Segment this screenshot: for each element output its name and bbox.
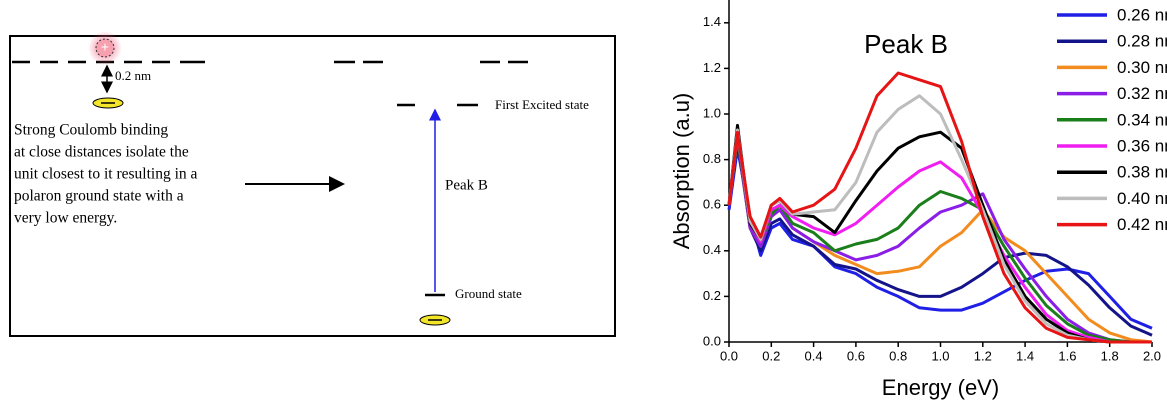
plus-sign: +	[101, 39, 109, 55]
y-tick-label: 0.2	[703, 288, 721, 303]
y-tick-label: 0.0	[703, 333, 721, 348]
x-tick-label: 1.6	[1058, 348, 1076, 363]
energy-levels	[12, 60, 528, 297]
legend-label: 0.28 nm	[1117, 32, 1167, 51]
description-line: very low energy.	[14, 210, 117, 227]
diagram-frame	[9, 35, 616, 337]
legend-label: 0.40 nm	[1117, 189, 1167, 208]
x-tick-label: 1.4	[1016, 348, 1034, 363]
legend-label: 0.34 nm	[1117, 110, 1167, 129]
x-tick-label: 0.8	[889, 348, 907, 363]
x-tick-label: 0.4	[805, 348, 823, 363]
chart: 0.0 0.2 0.4 0.6 0.8 1.0 1.2 1.4 0.0 0.2 0.4 0.6 0.8 1…	[669, 0, 1167, 400]
transition-label: Peak B	[445, 177, 488, 193]
y-tick-label: 1.4	[703, 14, 721, 29]
legend-label: 0.38 nm	[1117, 163, 1167, 182]
description-line: at close distances isolate the	[14, 144, 189, 161]
y-tick-label: 0.8	[703, 151, 721, 166]
y-axis-title: Absorption (a.u)	[669, 93, 694, 250]
annotation: Peak B	[864, 29, 948, 59]
x-tick-label: 0.0	[720, 348, 738, 363]
legend-label: 0.26 nm	[1117, 5, 1167, 24]
description: Strong Coulomb binding at close distances…	[14, 122, 198, 227]
legend-label: 0.36 nm	[1117, 136, 1167, 155]
ground-label: Ground state	[455, 286, 522, 301]
diagram: + 0.2 nm First Excited state Ground stat…	[9, 31, 616, 337]
x-tick-label: 0.2	[762, 348, 780, 363]
excited-label: First Excited state	[495, 97, 589, 112]
x-tick-label: 0.6	[847, 348, 865, 363]
description-line: polaron ground state with a	[14, 188, 184, 205]
y-tick-label: 0.4	[703, 242, 721, 257]
description-line: Strong Coulomb binding	[14, 122, 168, 139]
y-tick-label: 1.0	[703, 105, 721, 120]
x-axis-title: Energy (eV)	[882, 375, 999, 400]
x-tick-label: 1.2	[974, 348, 992, 363]
x-tick-label: 1.0	[931, 348, 949, 363]
legend-label: 0.32 nm	[1117, 84, 1167, 103]
distance-label: 0.2 nm	[115, 68, 151, 83]
series-line	[727, 71, 1152, 344]
legend-label: 0.42 nm	[1117, 215, 1167, 234]
y-tick-label: 0.6	[703, 197, 721, 212]
hole	[95, 38, 115, 58]
series-line	[727, 139, 1153, 337]
legend-label: 0.30 nm	[1117, 58, 1167, 77]
description-line: unit closest to it resulting in a	[14, 166, 198, 183]
series-line	[727, 146, 1153, 330]
x-tick-label: 1.8	[1101, 348, 1119, 363]
x-tick-label: 2.0	[1143, 348, 1161, 363]
y-tick-label: 1.2	[703, 60, 721, 75]
